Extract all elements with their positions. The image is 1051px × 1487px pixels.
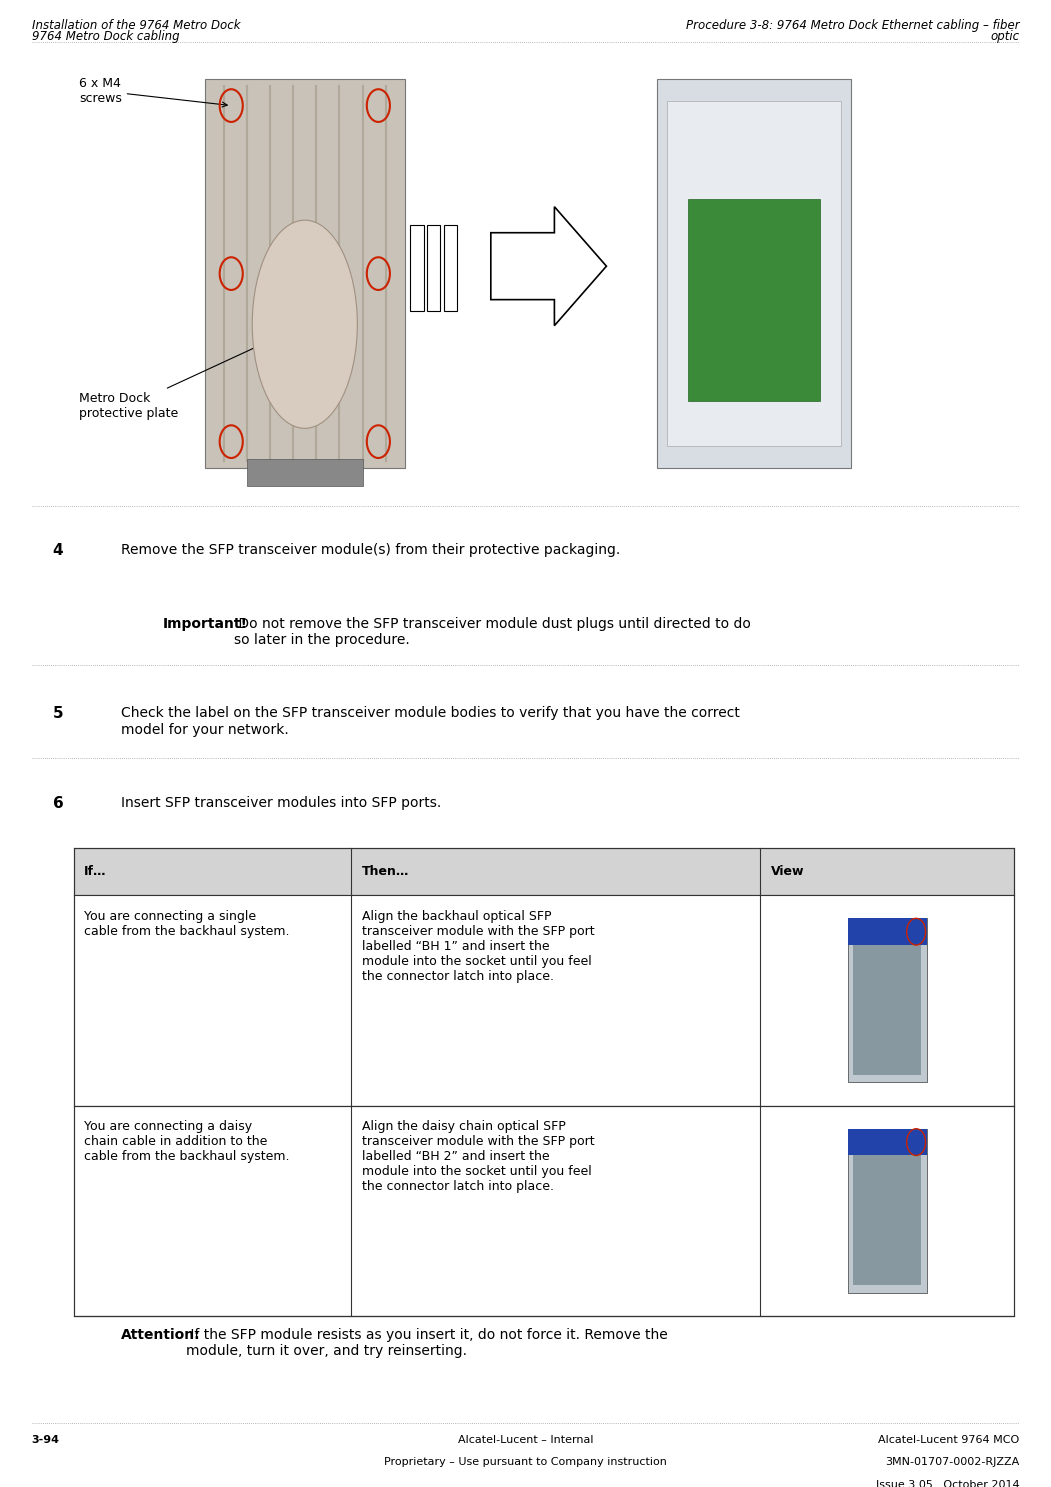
Text: Do not remove the SFP transceiver module dust plugs until directed to do
so late: Do not remove the SFP transceiver module… — [234, 617, 751, 647]
Text: Alcatel-Lucent – Internal: Alcatel-Lucent – Internal — [458, 1435, 593, 1445]
Text: 6 x M4
screws: 6 x M4 screws — [79, 77, 227, 107]
Text: You are connecting a single
cable from the backhaul system.: You are connecting a single cable from t… — [84, 910, 290, 938]
Text: Installation of the 9764 Metro Dock: Installation of the 9764 Metro Dock — [32, 18, 240, 31]
Text: optic: optic — [990, 31, 1019, 43]
Text: 6: 6 — [53, 796, 63, 810]
Bar — [848, 919, 927, 1083]
Text: Attention:: Attention: — [121, 1328, 201, 1341]
Text: 3-94: 3-94 — [32, 1435, 60, 1445]
Text: Proprietary – Use pursuant to Company instruction: Proprietary – Use pursuant to Company in… — [384, 1457, 667, 1468]
Text: If…: If… — [84, 865, 106, 877]
Text: Issue 3.05   October 2014: Issue 3.05 October 2014 — [875, 1480, 1019, 1487]
Bar — [427, 225, 440, 311]
Ellipse shape — [252, 220, 357, 428]
Text: Metro Dock
protective plate: Metro Dock protective plate — [79, 341, 270, 419]
Bar — [410, 225, 424, 311]
Text: View: View — [770, 865, 804, 877]
Bar — [247, 459, 363, 486]
Bar — [657, 79, 851, 468]
Text: If the SFP module resists as you insert it, do not force it. Remove the
module, : If the SFP module resists as you insert … — [186, 1328, 667, 1358]
Text: Alcatel-Lucent 9764 MCO: Alcatel-Lucent 9764 MCO — [879, 1435, 1019, 1445]
Bar — [848, 919, 927, 946]
Text: Align the daisy chain optical SFP
transceiver module with the SFP port
labelled : Align the daisy chain optical SFP transc… — [362, 1121, 594, 1194]
Bar — [688, 199, 820, 401]
Text: Important!: Important! — [163, 617, 248, 630]
Bar — [74, 848, 1014, 895]
Bar — [444, 225, 457, 311]
Bar — [853, 934, 922, 1075]
Text: Insert SFP transceiver modules into SFP ports.: Insert SFP transceiver modules into SFP … — [121, 796, 441, 809]
Text: You are connecting a daisy
chain cable in addition to the
cable from the backhau: You are connecting a daisy chain cable i… — [84, 1121, 290, 1163]
Bar — [848, 1129, 927, 1155]
Text: Remove the SFP transceiver module(s) from their protective packaging.: Remove the SFP transceiver module(s) fro… — [121, 543, 620, 556]
Text: 5: 5 — [53, 706, 63, 721]
Text: 3MN-01707-0002-RJZZA: 3MN-01707-0002-RJZZA — [885, 1457, 1019, 1468]
Bar — [74, 1106, 1014, 1316]
Text: Procedure 3-8: 9764 Metro Dock Ethernet cabling – fiber: Procedure 3-8: 9764 Metro Dock Ethernet … — [686, 18, 1019, 31]
Bar — [667, 101, 841, 446]
Text: Check the label on the SFP transceiver module bodies to verify that you have the: Check the label on the SFP transceiver m… — [121, 706, 740, 736]
Text: 4: 4 — [53, 543, 63, 558]
Bar — [853, 1144, 922, 1285]
Text: Then…: Then… — [362, 865, 409, 877]
Bar — [205, 79, 405, 468]
Text: Align the backhaul optical SFP
transceiver module with the SFP port
labelled “BH: Align the backhaul optical SFP transceiv… — [362, 910, 594, 983]
Bar — [74, 895, 1014, 1106]
Polygon shape — [491, 207, 606, 326]
Bar — [848, 1129, 927, 1292]
Text: 9764 Metro Dock cabling: 9764 Metro Dock cabling — [32, 31, 179, 43]
